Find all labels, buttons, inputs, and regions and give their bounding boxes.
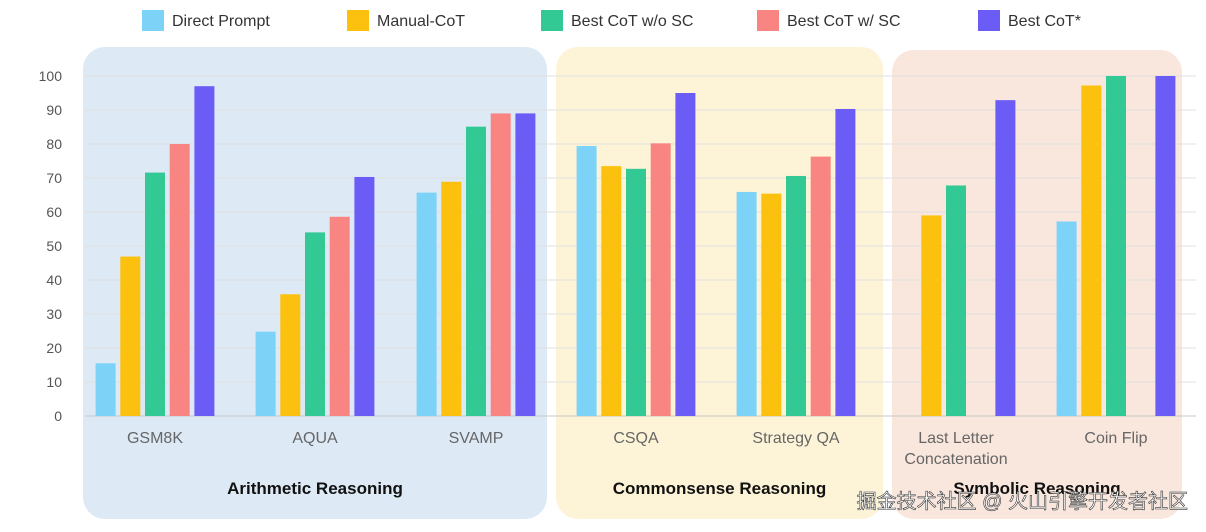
bar-coin-flip-best-cot bbox=[1155, 76, 1176, 416]
bar-strategy-qa-best-cot-w-o-sc bbox=[786, 175, 806, 416]
x-label-coin-flip: Coin Flip bbox=[1084, 430, 1147, 447]
legend-swatch-best-cot bbox=[978, 10, 1000, 31]
legend-swatch-best-cot-w-sc bbox=[757, 10, 779, 31]
y-axis: 0 10 20 30 40 50 60 70 80 90 100 bbox=[39, 68, 63, 424]
y-tick-label-20: 20 bbox=[46, 340, 62, 356]
bar-strategy-qa-best-cot-w-sc bbox=[810, 156, 831, 416]
y-tick-label-10: 10 bbox=[46, 374, 62, 390]
bar-csqa-manual-cot bbox=[601, 166, 622, 416]
y-tick-label-30: 30 bbox=[46, 306, 62, 322]
group-label-arithmetic-reasoning: Arithmetic Reasoning bbox=[227, 479, 403, 498]
bar-strategy-qa-best-cot bbox=[835, 108, 856, 416]
x-label-csqa: CSQA bbox=[613, 430, 659, 447]
bar-gsm8k-best-cot bbox=[194, 86, 215, 416]
x-label-gsm8k: GSM8K bbox=[127, 430, 183, 447]
bar-gsm8k-direct-prompt bbox=[95, 363, 116, 416]
legend-label-best-cot-w-o-sc: Best CoT w/o SC bbox=[571, 13, 693, 30]
legend-swatch-best-cot-w-o-sc bbox=[541, 10, 563, 31]
group-labels: Arithmetic Reasoning Commonsense Reasonin… bbox=[227, 479, 1120, 498]
bar-aqua-best-cot-w-o-sc bbox=[305, 232, 325, 416]
y-tick-label-70: 70 bbox=[46, 170, 62, 186]
bar-gsm8k-manual-cot bbox=[120, 256, 141, 416]
bar-svamp-best-cot-w-sc bbox=[490, 113, 511, 417]
bar-gsm8k-best-cot-w-sc bbox=[169, 144, 190, 416]
x-axis-labels: GSM8K AQUA SVAMP CSQA Strategy QA Last Letter… bbox=[127, 430, 1148, 468]
y-tick-label-0: 0 bbox=[54, 408, 62, 424]
y-tick-label-100: 100 bbox=[39, 68, 63, 84]
bars bbox=[95, 76, 1176, 417]
watermark-text: 掘金技术社区 @ 火山引擎开发者社区 bbox=[857, 490, 1188, 513]
x-label-svamp: SVAMP bbox=[449, 430, 504, 447]
y-tick-label-80: 80 bbox=[46, 136, 62, 152]
bar-last-letter-concatenation-best-cot-w-o-sc bbox=[946, 185, 966, 416]
bar-svamp-best-cot bbox=[515, 113, 536, 417]
group-label-commonsense-reasoning: Commonsense Reasoning bbox=[613, 479, 827, 498]
x-label-last-letter-concatenation: Last Letter Concatenation bbox=[904, 430, 1007, 468]
y-tick-label-90: 90 bbox=[46, 102, 62, 118]
bar-coin-flip-best-cot-w-o-sc bbox=[1106, 76, 1126, 416]
bar-svamp-best-cot-w-o-sc bbox=[466, 126, 486, 416]
bar-coin-flip-manual-cot bbox=[1081, 85, 1102, 417]
legend-label-manual-cot: Manual-CoT bbox=[377, 13, 465, 30]
bar-svamp-manual-cot bbox=[441, 181, 462, 416]
bar-csqa-best-cot-w-sc bbox=[650, 143, 671, 416]
y-tick-label-50: 50 bbox=[46, 238, 62, 254]
x-label-aqua: AQUA bbox=[292, 430, 338, 447]
bar-aqua-direct-prompt bbox=[255, 331, 276, 416]
legend-swatch-direct-prompt bbox=[142, 10, 164, 31]
legend-swatch-manual-cot bbox=[347, 10, 369, 31]
bar-aqua-best-cot bbox=[354, 176, 375, 416]
legend-label-best-cot-w-sc: Best CoT w/ SC bbox=[787, 13, 901, 30]
bar-csqa-best-cot bbox=[675, 93, 696, 416]
legend-label-direct-prompt: Direct Prompt bbox=[172, 13, 270, 30]
bar-aqua-manual-cot bbox=[280, 294, 301, 416]
bar-last-letter-concatenation-manual-cot bbox=[921, 215, 942, 416]
x-label-strategy-qa: Strategy QA bbox=[752, 430, 839, 447]
bar-svamp-direct-prompt bbox=[416, 192, 437, 416]
y-tick-label-40: 40 bbox=[46, 272, 62, 288]
bar-strategy-qa-direct-prompt bbox=[736, 191, 757, 416]
y-tick-label-60: 60 bbox=[46, 204, 62, 220]
bar-aqua-best-cot-w-sc bbox=[329, 216, 350, 416]
legend-label-best-cot: Best CoT* bbox=[1008, 13, 1081, 30]
bar-gsm8k-best-cot-w-o-sc bbox=[145, 172, 165, 416]
bar-last-letter-concatenation-best-cot bbox=[995, 100, 1016, 416]
bar-coin-flip-direct-prompt bbox=[1056, 221, 1077, 416]
legend: Direct Prompt Manual-CoT Best CoT w/o SC Be… bbox=[142, 10, 1081, 31]
group-label-symbolic-reasoning: Symbolic Reasoning bbox=[953, 479, 1120, 498]
bar-csqa-direct-prompt bbox=[576, 146, 597, 417]
bar-strategy-qa-manual-cot bbox=[761, 193, 782, 416]
bar-csqa-best-cot-w-o-sc bbox=[626, 168, 646, 416]
